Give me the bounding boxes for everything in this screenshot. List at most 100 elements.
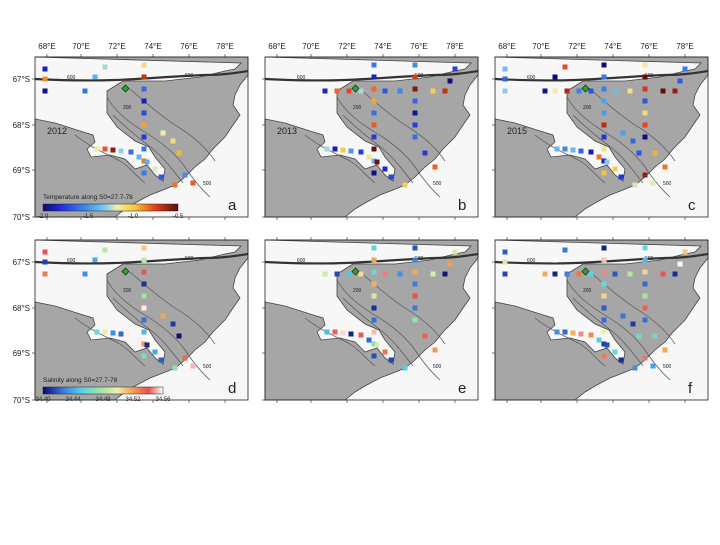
station-marker [601, 341, 607, 347]
station-marker [371, 293, 377, 299]
lat-label: 68°S [13, 121, 30, 130]
station-marker [650, 363, 656, 369]
bathymetry-contour [342, 114, 414, 184]
station-marker [371, 110, 377, 116]
station-marker [371, 245, 377, 251]
station-marker [128, 149, 134, 155]
map-panel-f: 600 500 200 500 f [492, 237, 709, 403]
bathymetry-contour [106, 96, 211, 198]
panel-year: 2012 [47, 126, 67, 136]
station-marker [612, 166, 618, 172]
station-marker [102, 329, 108, 335]
station-marker [447, 78, 453, 84]
station-marker [94, 146, 100, 152]
lat-label: 68°S [13, 304, 30, 313]
colorbar-tick: -2.0 [38, 214, 49, 220]
mooring-diamond [121, 267, 130, 276]
contour-label: 200 [353, 288, 362, 294]
station-marker [562, 64, 568, 70]
station-marker [412, 317, 418, 323]
bathymetry-contour [336, 96, 441, 198]
lon-label: 78°E [446, 42, 463, 51]
station-marker [642, 245, 648, 251]
station-marker [601, 329, 607, 335]
station-marker [340, 147, 346, 153]
station-marker [452, 249, 458, 255]
lat-label: 67°S [13, 75, 30, 84]
station-marker [382, 271, 388, 277]
station-marker [632, 365, 638, 371]
station-marker [552, 88, 558, 94]
contour-label: 500 [645, 73, 654, 79]
station-marker [82, 88, 88, 94]
station-marker [588, 149, 594, 155]
station-marker [601, 281, 607, 287]
panel-letter: e [458, 380, 466, 397]
panel-year: 2015 [507, 126, 527, 136]
contour-label: 200 [123, 105, 132, 111]
bathymetry-contour [74, 134, 146, 184]
station-marker [141, 281, 147, 287]
shelf-break-contour [494, 69, 709, 82]
bathymetry-contour [566, 96, 671, 198]
station-marker [682, 66, 688, 72]
lon-label: 78°E [676, 42, 693, 51]
bathymetry-contour [342, 297, 414, 367]
lat-label: 69°S [13, 166, 30, 175]
station-marker [576, 271, 582, 277]
station-marker [604, 342, 610, 348]
station-marker [632, 182, 638, 188]
station-marker [141, 305, 147, 311]
shelf-break-contour [34, 252, 249, 265]
temperature-colorbar: Temperature along S0=27.7-78 -2.0 -1.5 -1.0… [38, 194, 184, 220]
station-marker [596, 337, 602, 343]
panel-letter: c [688, 197, 696, 214]
station-marker [110, 330, 116, 336]
map-frame [494, 239, 709, 401]
station-marker [190, 180, 196, 186]
station-marker [412, 269, 418, 275]
map-panel-e: 600 500 200 500 e [262, 237, 479, 403]
station-marker [601, 74, 607, 80]
station-marker [94, 329, 100, 335]
station-marker [182, 172, 188, 178]
station-marker [660, 271, 666, 277]
station-marker [160, 130, 166, 136]
station-marker [432, 347, 438, 353]
contour-label: 600 [297, 258, 306, 264]
station-marker [601, 158, 607, 164]
colorbar-tick: -1.5 [83, 214, 94, 220]
station-marker [554, 146, 560, 152]
station-marker [144, 159, 150, 165]
station-marker [447, 261, 453, 267]
station-marker [42, 249, 48, 255]
station-marker [42, 271, 48, 277]
map-panel-a: 600 500 200 500 68°E 70°E 72°E 74°E 76°E 78°E 67°S… [13, 42, 249, 222]
station-marker [601, 257, 607, 263]
station-marker [397, 88, 403, 94]
station-marker [340, 330, 346, 336]
station-marker [652, 150, 658, 156]
contour-label: 600 [67, 75, 76, 81]
contour-label: 500 [415, 256, 424, 262]
station-marker [677, 261, 683, 267]
station-marker [358, 271, 364, 277]
station-marker [442, 88, 448, 94]
contour-label: 200 [353, 105, 362, 111]
station-marker [601, 269, 607, 275]
station-marker [371, 257, 377, 263]
station-marker [612, 349, 618, 355]
station-marker [358, 332, 364, 338]
mooring-diamond [351, 267, 360, 276]
station-marker [334, 271, 340, 277]
station-marker [144, 342, 150, 348]
station-marker [371, 158, 377, 164]
station-marker [604, 159, 610, 165]
station-marker [502, 271, 508, 277]
lon-label: 68°E [268, 42, 285, 51]
station-marker [660, 88, 666, 94]
bathymetry-contour [336, 279, 441, 381]
station-marker [141, 122, 147, 128]
station-marker [182, 355, 188, 361]
